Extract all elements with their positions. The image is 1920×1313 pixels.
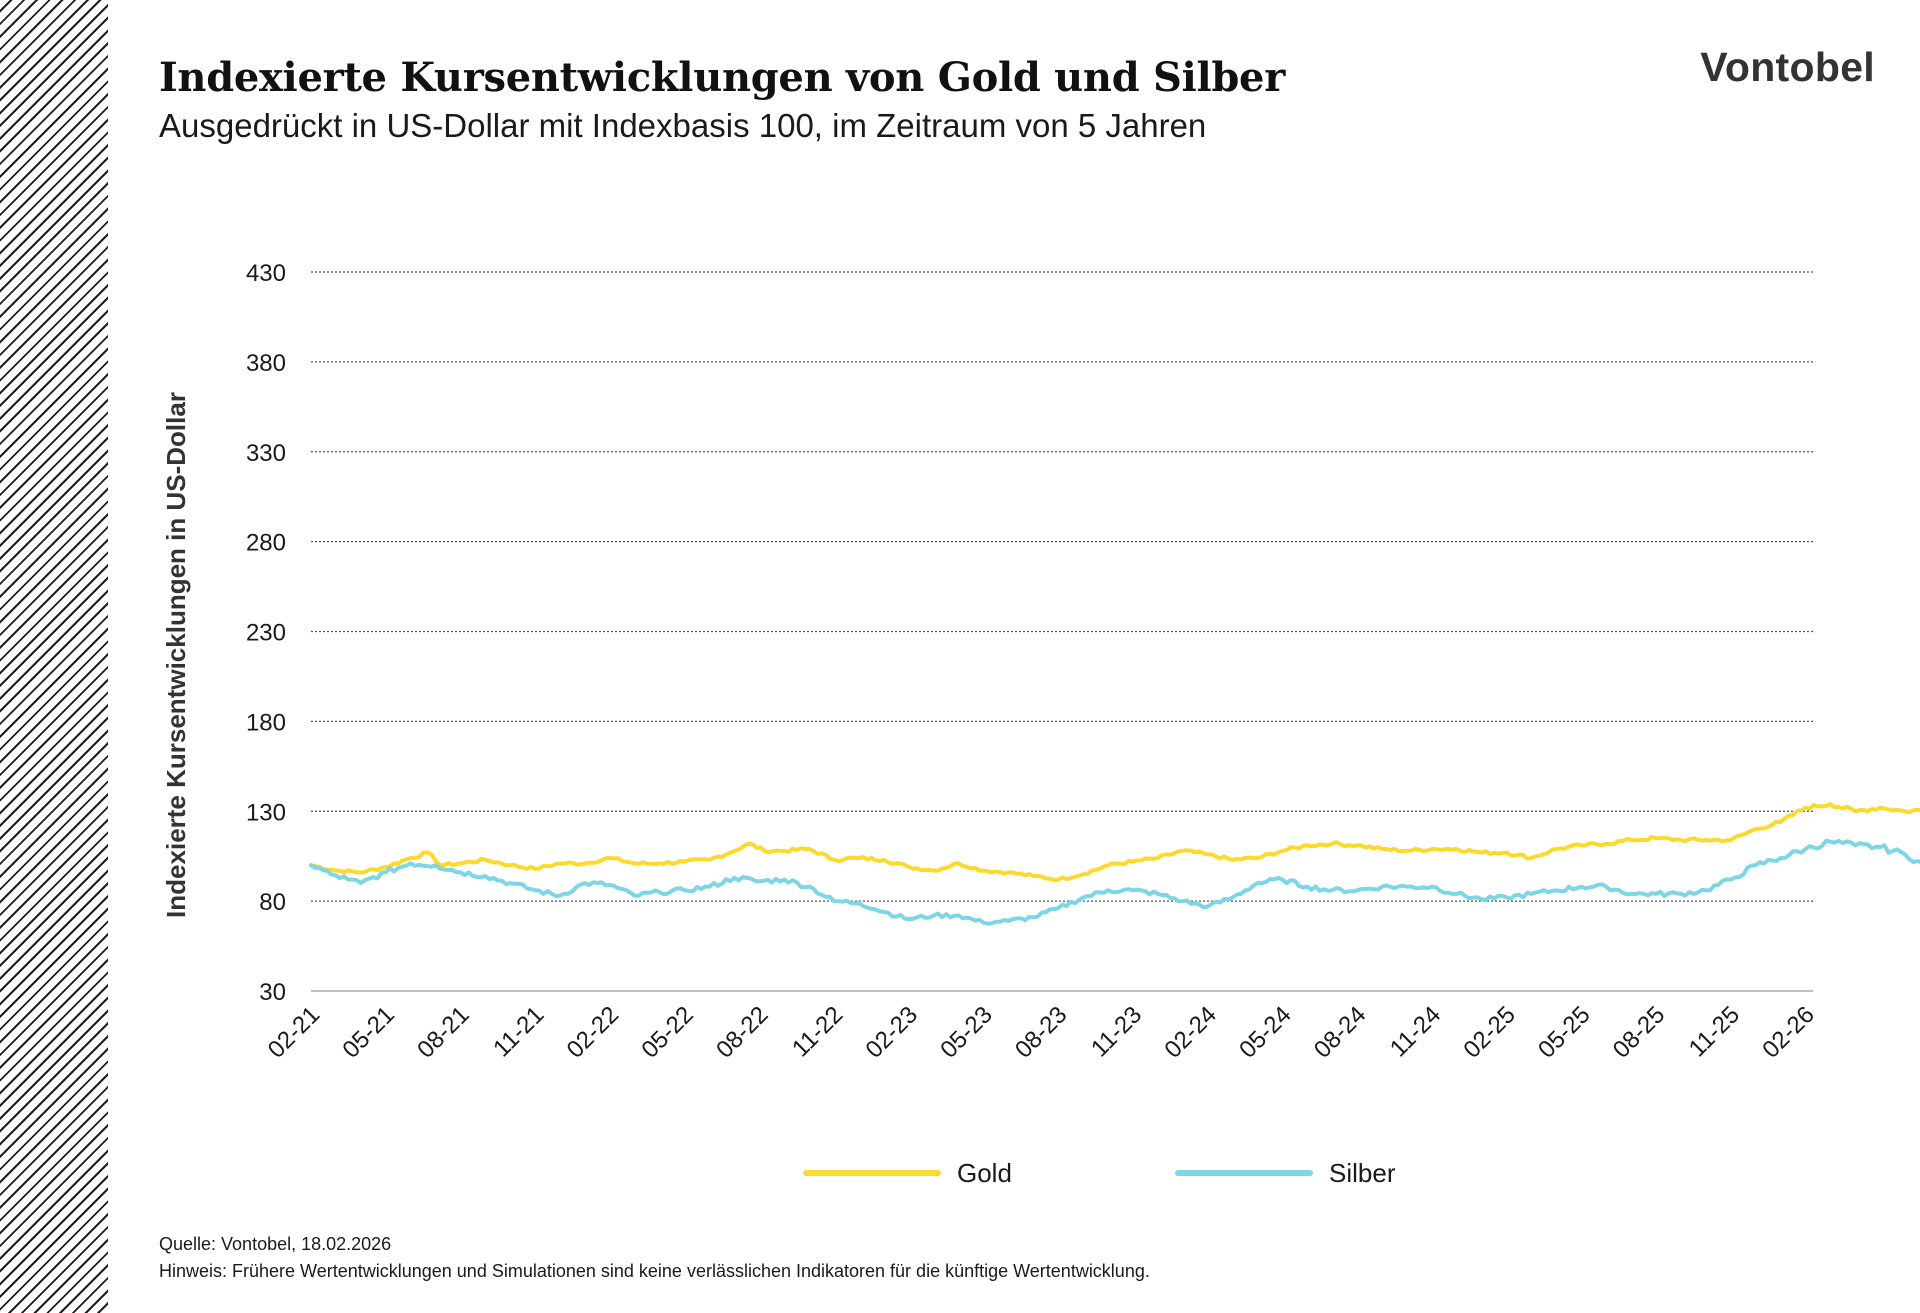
x-tick-label: 11-23	[1086, 1001, 1147, 1062]
y-tick-label: 330	[246, 440, 286, 467]
source-note: Quelle: Vontobel, 18.02.2026	[159, 1234, 392, 1254]
x-tick-label: 11-24	[1385, 1001, 1446, 1062]
x-tick-label: 02-26	[1757, 1001, 1820, 1064]
x-tick-label: 05-21	[337, 1001, 400, 1064]
gridlines	[311, 271, 1813, 992]
x-tick-label: 05-23	[935, 1001, 998, 1064]
legend: Gold Silber	[0, 1153, 1920, 1193]
disclaimer-note: Hinweis: Frühere Wertentwicklungen und S…	[159, 1261, 1150, 1281]
series-line-gold	[309, 802, 1920, 883]
x-axis-ticks: 02-21 05-21 08-21 11-21 02-22 05-22 08-22 11-22…	[263, 1001, 1820, 1064]
chart-subtitle: Ausgedrückt in US-Dollar mit Indexbasis …	[159, 107, 1207, 144]
footer: Quelle: Vontobel, 18.02.2026 Hinweis: Fr…	[159, 1231, 1150, 1285]
x-tick-label: 02-21	[263, 1001, 326, 1064]
x-tick-label: 11-21	[488, 1001, 549, 1062]
y-axis-label: Indexierte Kursentwicklungen in US-Dolla…	[161, 392, 191, 918]
y-tick-label: 430	[246, 260, 286, 287]
y-axis-ticks: 30 80 130 180 230 280 330 380 430	[246, 260, 286, 1006]
legend-label-silber: Silber	[1329, 1157, 1396, 1188]
y-tick-label: 180	[246, 709, 286, 736]
y-tick-label: 380	[246, 350, 286, 377]
legend-swatch-gold	[803, 1170, 941, 1176]
y-tick-label: 280	[246, 530, 286, 557]
legend-item-silber: Silber	[1175, 1153, 1395, 1193]
x-tick-label: 11-25	[1684, 1001, 1745, 1062]
y-tick-label: 80	[259, 889, 286, 916]
legend-swatch-silber	[1175, 1170, 1313, 1176]
y-tick-label: 30	[259, 979, 286, 1006]
chart-title: Indexierte Kursentwicklungen von Gold un…	[159, 54, 1285, 101]
x-tick-label: 05-24	[1234, 1001, 1297, 1064]
hatched-side-band	[0, 0, 108, 1313]
x-tick-label: 02-24	[1159, 1001, 1222, 1064]
legend-label-gold: Gold	[957, 1157, 1012, 1188]
vontobel-logo: Vontobel	[1700, 44, 1875, 90]
legend-item-gold: Gold	[803, 1153, 1012, 1193]
x-tick-label: 05-22	[636, 1001, 699, 1064]
x-tick-label: 05-25	[1533, 1001, 1596, 1064]
x-tick-label: 08-24	[1309, 1001, 1372, 1064]
x-tick-label: 02-25	[1458, 1001, 1521, 1064]
x-tick-label: 11-22	[787, 1001, 848, 1062]
x-tick-label: 02-22	[562, 1001, 625, 1064]
series-line-silber	[309, 838, 1920, 926]
x-tick-label: 08-22	[711, 1001, 774, 1064]
y-tick-label: 130	[246, 799, 286, 826]
series-lines	[309, 802, 1920, 926]
x-tick-label: 08-21	[412, 1001, 475, 1064]
x-tick-label: 02-23	[861, 1001, 924, 1064]
x-tick-label: 08-23	[1010, 1001, 1073, 1064]
y-tick-label: 230	[246, 620, 286, 647]
x-tick-label: 08-25	[1608, 1001, 1671, 1064]
